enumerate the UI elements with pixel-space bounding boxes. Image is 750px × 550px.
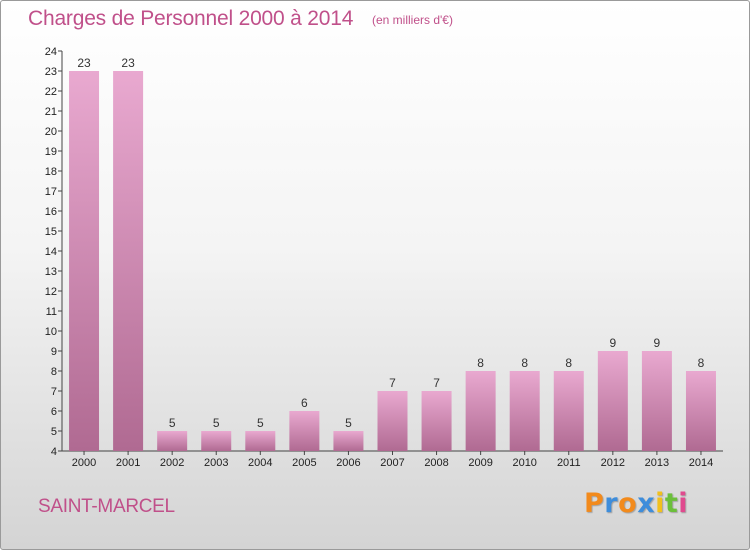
y-tick-label: 5: [51, 426, 57, 438]
y-tick-label: 18: [45, 166, 57, 178]
logo-letter: i: [678, 488, 689, 519]
y-tick-label: 10: [45, 326, 57, 338]
bar-2010: [509, 371, 540, 451]
x-tick-label-2002: 2002: [160, 457, 184, 469]
value-label-2012: 9: [609, 336, 616, 350]
x-tick-label-2009: 2009: [468, 457, 492, 469]
logo-letter: P: [584, 488, 605, 519]
y-tick-label: 13: [45, 266, 57, 278]
x-tick-label-2011: 2011: [557, 457, 581, 469]
bar-2002: [157, 431, 188, 451]
proxiti-logo: Proxiti: [584, 488, 688, 519]
place-name: SAINT-MARCEL: [38, 496, 175, 517]
y-tick-label: 19: [45, 146, 57, 158]
x-tick-label-2003: 2003: [204, 457, 228, 469]
value-label-2007: 7: [389, 376, 396, 390]
logo-letter: x: [637, 488, 656, 519]
logo-letter: r: [604, 488, 619, 519]
bar-2008: [421, 391, 452, 451]
y-tick-label: 7: [51, 386, 57, 398]
labels: 23 23 5 5 5 6 5 7 7 8 8 8 9 9 8: [77, 56, 704, 430]
value-label-2008: 7: [433, 376, 440, 390]
y-tick-label: 15: [45, 226, 57, 238]
x-tick-label-2014: 2014: [689, 457, 713, 469]
x-tick-label-2010: 2010: [512, 457, 536, 469]
y-tick-label: 9: [51, 346, 57, 358]
y-tick-label: 22: [45, 86, 57, 98]
y-tick-label: 17: [45, 186, 57, 198]
x-tick-label-2006: 2006: [336, 457, 360, 469]
value-label-2002: 5: [169, 416, 176, 430]
bar-2014: [685, 371, 716, 451]
y-tick-label: 16: [45, 206, 57, 218]
value-label-2010: 8: [521, 356, 528, 370]
bar-2004: [245, 431, 276, 451]
value-label-2004: 5: [257, 416, 264, 430]
bars: [69, 71, 716, 451]
bar-2006: [333, 431, 364, 451]
y-tick-label: 23: [45, 66, 57, 78]
x-tick-label-2013: 2013: [645, 457, 669, 469]
bar-2012: [597, 351, 628, 451]
value-label-2011: 8: [565, 356, 572, 370]
value-label-2001: 23: [121, 56, 135, 70]
value-label-2006: 5: [345, 416, 352, 430]
bar-2009: [465, 371, 496, 451]
bar-2001: [113, 71, 144, 451]
y-tick-label: 14: [45, 246, 57, 258]
y-tick-label: 8: [51, 366, 57, 378]
y-tick-label: 24: [45, 46, 57, 58]
bar-2007: [377, 391, 408, 451]
bar-2000: [69, 71, 100, 451]
bar-2013: [641, 351, 672, 451]
value-label-2014: 8: [698, 356, 705, 370]
logo-letter: o: [618, 488, 638, 519]
y-tick-label: 11: [46, 306, 57, 318]
value-label-2003: 5: [213, 416, 220, 430]
x-tick-label-2007: 2007: [380, 457, 404, 469]
x-tick-label-2012: 2012: [601, 457, 625, 469]
y-tick-label: 12: [45, 286, 57, 298]
y-tick-label: 6: [51, 406, 57, 418]
x-tick-label-2000: 2000: [72, 457, 96, 469]
value-label-2005: 6: [301, 396, 308, 410]
x-tick-label-2001: 2001: [116, 457, 140, 469]
x-tick-label-2004: 2004: [248, 457, 272, 469]
y-tick-label: 20: [45, 126, 57, 138]
value-label-2009: 8: [477, 356, 484, 370]
chart-subtitle: (en milliers d'€): [372, 13, 453, 27]
chart-title: Charges de Personnel 2000 à 2014: [28, 7, 354, 30]
value-label-2000: 23: [77, 56, 91, 70]
logo-letter: t: [664, 488, 679, 519]
bar-2005: [289, 411, 320, 451]
value-label-2013: 9: [654, 336, 661, 350]
bar-2011: [553, 371, 584, 451]
bar-2003: [201, 431, 232, 451]
logo-letter: i: [655, 488, 665, 519]
y-tick-label: 21: [45, 106, 57, 118]
y-tick-label: 4: [51, 446, 57, 458]
x-tick-label-2005: 2005: [292, 457, 316, 469]
x-tick-label-2008: 2008: [424, 457, 448, 469]
